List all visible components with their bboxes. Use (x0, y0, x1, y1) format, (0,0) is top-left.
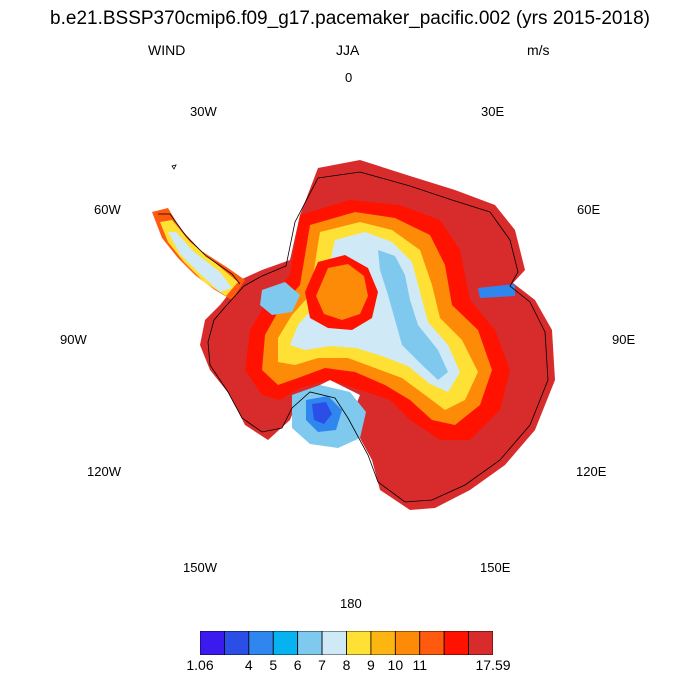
ross-ice-shelf-darkblue (312, 402, 332, 424)
lon-label-180: 180 (340, 596, 362, 611)
colorbar-label: 9 (367, 657, 375, 673)
colorbar-label: 6 (293, 657, 302, 673)
lon-label-90e: 90E (612, 332, 636, 347)
colorbar-box (297, 631, 323, 655)
colorbar-label: 4 (244, 657, 253, 673)
lon-label-120w: 120W (87, 464, 121, 479)
peninsula-coastline (158, 213, 241, 285)
colorbar-box (370, 631, 396, 655)
units-label: m/s (527, 42, 550, 58)
colorbar-box (346, 631, 372, 655)
colorbar-box (394, 631, 421, 655)
lon-label-90w: 90W (60, 332, 87, 347)
lon-label-60w: 60W (94, 202, 121, 217)
central-orange-dome (316, 264, 368, 320)
lon-label-150w: 150W (183, 560, 217, 575)
colorbar-label: 17.59 (475, 657, 511, 673)
lon-label-0: 0 (345, 70, 353, 85)
colorbar-box (321, 631, 347, 655)
colorbar-label: 10 (387, 657, 404, 673)
lon-label-30w: 30W (190, 104, 217, 119)
plot-title: b.e21.BSSP370cmip6.f09_g17.pacemaker_pac… (50, 8, 650, 29)
colorbar-box (200, 631, 225, 655)
colorbar-label: 1.06 (186, 657, 214, 673)
lon-label-30e: 30E (481, 104, 505, 119)
colorbar-box (224, 631, 250, 655)
colorbar-box (468, 631, 493, 655)
colorbar-label: 11 (412, 657, 428, 673)
colorbar-box (419, 631, 445, 655)
west-antarctica-blue-patch (260, 282, 300, 315)
colorbar-label: 8 (342, 657, 351, 673)
season-label: JJA (336, 42, 360, 58)
coastline (207, 171, 549, 503)
amery-blue-strip (478, 284, 515, 298)
variable-label: WIND (148, 42, 186, 58)
island-outline (171, 164, 177, 170)
colorbar (200, 631, 493, 655)
colorbar-label: 7 (318, 657, 326, 673)
lon-label-150e: 150E (480, 560, 511, 575)
colorbar-box (443, 631, 469, 655)
colorbar-box (272, 631, 299, 655)
lon-label-60e: 60E (577, 202, 601, 217)
colorbar-box (248, 631, 274, 655)
lon-label-120e: 120E (576, 464, 607, 479)
plateau-blue-patches (378, 250, 448, 380)
colorbar-label: 5 (269, 657, 278, 673)
peninsula-light-band (168, 232, 232, 292)
